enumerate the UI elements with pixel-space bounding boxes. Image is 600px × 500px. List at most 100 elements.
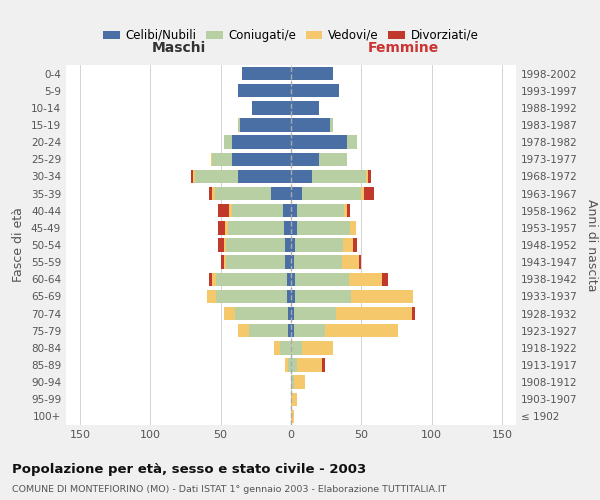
Y-axis label: Fasce di età: Fasce di età bbox=[13, 208, 25, 282]
Bar bbox=[341, 256, 359, 269]
Bar bbox=[284, 221, 291, 234]
Bar bbox=[212, 187, 215, 200]
Bar bbox=[291, 392, 296, 406]
Bar bbox=[291, 170, 312, 183]
Bar bbox=[291, 238, 295, 252]
Bar bbox=[238, 118, 241, 132]
Bar bbox=[347, 204, 350, 218]
Bar bbox=[232, 136, 291, 149]
Bar bbox=[352, 290, 413, 303]
Bar bbox=[291, 358, 296, 372]
Bar bbox=[238, 84, 291, 98]
Bar bbox=[226, 238, 286, 252]
Bar bbox=[291, 84, 339, 98]
Bar bbox=[223, 307, 235, 320]
Bar bbox=[286, 238, 291, 252]
Bar bbox=[364, 187, 374, 200]
Bar bbox=[294, 307, 336, 320]
Bar bbox=[283, 204, 291, 218]
Bar bbox=[291, 324, 294, 338]
Bar bbox=[217, 290, 287, 303]
Bar bbox=[288, 307, 291, 320]
Bar bbox=[331, 118, 333, 132]
Bar bbox=[291, 307, 294, 320]
Bar bbox=[291, 376, 294, 389]
Legend: Celibi/Nubili, Coniugati/e, Vedovi/e, Divorziati/e: Celibi/Nubili, Coniugati/e, Vedovi/e, Di… bbox=[98, 24, 484, 46]
Bar bbox=[286, 358, 288, 372]
Bar bbox=[291, 152, 319, 166]
Bar bbox=[291, 101, 319, 114]
Bar bbox=[296, 221, 350, 234]
Bar bbox=[353, 238, 357, 252]
Bar bbox=[347, 136, 357, 149]
Bar bbox=[291, 118, 331, 132]
Text: Popolazione per età, sesso e stato civile - 2003: Popolazione per età, sesso e stato civil… bbox=[12, 462, 366, 475]
Bar bbox=[302, 341, 333, 354]
Bar bbox=[350, 221, 356, 234]
Bar bbox=[361, 187, 364, 200]
Bar bbox=[302, 187, 361, 200]
Bar bbox=[271, 187, 291, 200]
Bar bbox=[291, 256, 294, 269]
Bar bbox=[221, 256, 223, 269]
Bar bbox=[235, 307, 288, 320]
Bar bbox=[359, 256, 361, 269]
Text: Maschi: Maschi bbox=[151, 42, 206, 56]
Bar bbox=[288, 324, 291, 338]
Bar bbox=[191, 170, 193, 183]
Bar bbox=[206, 290, 217, 303]
Bar bbox=[336, 307, 412, 320]
Bar bbox=[382, 272, 388, 286]
Bar bbox=[295, 272, 349, 286]
Bar bbox=[217, 272, 287, 286]
Bar bbox=[212, 152, 232, 166]
Bar bbox=[218, 238, 223, 252]
Bar bbox=[232, 152, 291, 166]
Bar bbox=[232, 204, 283, 218]
Bar bbox=[291, 204, 296, 218]
Bar bbox=[209, 272, 212, 286]
Bar bbox=[291, 67, 333, 80]
Bar bbox=[312, 170, 365, 183]
Bar bbox=[249, 324, 288, 338]
Bar bbox=[251, 101, 291, 114]
Bar bbox=[223, 238, 226, 252]
Bar bbox=[368, 170, 371, 183]
Bar bbox=[291, 410, 294, 423]
Bar bbox=[223, 136, 232, 149]
Bar bbox=[291, 341, 302, 354]
Text: Femmine: Femmine bbox=[368, 42, 439, 56]
Bar bbox=[344, 204, 347, 218]
Bar bbox=[294, 256, 341, 269]
Bar bbox=[294, 376, 305, 389]
Bar bbox=[325, 324, 398, 338]
Bar bbox=[291, 136, 347, 149]
Bar bbox=[223, 256, 226, 269]
Bar bbox=[291, 272, 295, 286]
Bar bbox=[291, 290, 295, 303]
Bar bbox=[296, 204, 344, 218]
Bar bbox=[212, 272, 217, 286]
Bar bbox=[349, 272, 382, 286]
Bar bbox=[294, 324, 325, 338]
Bar bbox=[238, 324, 249, 338]
Bar bbox=[226, 256, 286, 269]
Bar bbox=[288, 358, 291, 372]
Bar bbox=[365, 170, 368, 183]
Bar bbox=[274, 341, 280, 354]
Bar bbox=[209, 187, 212, 200]
Bar bbox=[241, 118, 291, 132]
Bar bbox=[225, 221, 228, 234]
Bar bbox=[296, 358, 322, 372]
Bar bbox=[218, 204, 229, 218]
Bar bbox=[286, 256, 291, 269]
Bar bbox=[238, 170, 291, 183]
Bar bbox=[287, 290, 291, 303]
Bar bbox=[343, 238, 353, 252]
Bar bbox=[287, 272, 291, 286]
Text: COMUNE DI MONTEFIORINO (MO) - Dati ISTAT 1° gennaio 2003 - Elaborazione TUTTITAL: COMUNE DI MONTEFIORINO (MO) - Dati ISTAT… bbox=[12, 485, 446, 494]
Bar bbox=[280, 341, 291, 354]
Bar bbox=[291, 187, 302, 200]
Bar bbox=[211, 152, 212, 166]
Bar bbox=[319, 152, 347, 166]
